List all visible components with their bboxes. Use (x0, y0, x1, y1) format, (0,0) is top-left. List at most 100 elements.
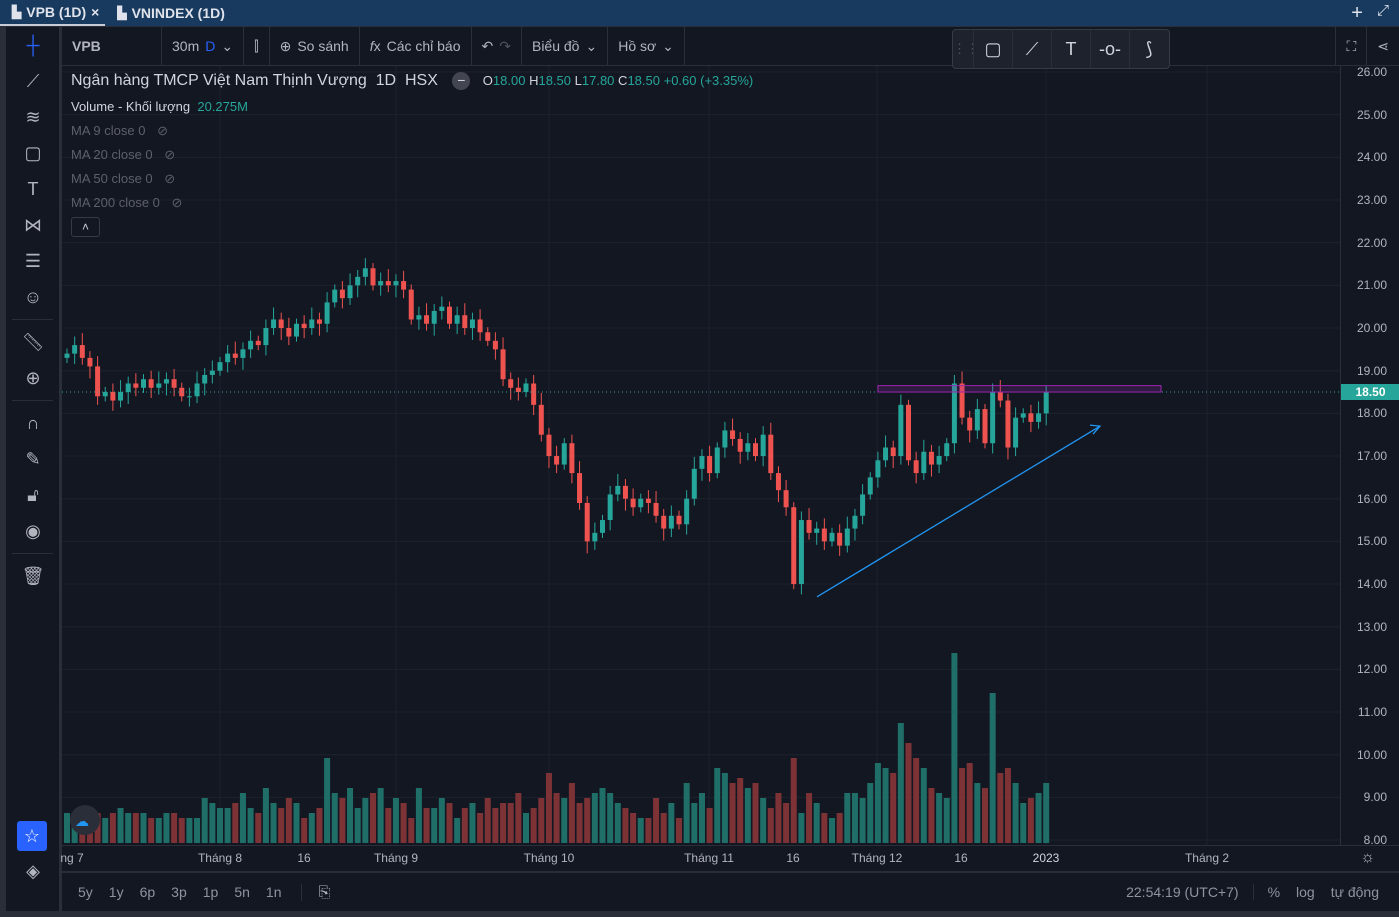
range-6p[interactable]: 6p (139, 884, 156, 900)
candle-body (454, 315, 460, 324)
trash-icon[interactable]: 🗑︎ (21, 565, 45, 586)
candle-body (546, 434, 552, 457)
volume-bar (859, 798, 866, 843)
pattern-icon[interactable]: ⋈ (24, 214, 42, 235)
volume-bar (920, 768, 927, 843)
candle-body (431, 310, 437, 324)
candle-body (110, 392, 116, 401)
time-axis[interactable]: ☼ ng 7 Tháng 8 16 Tháng 9 Tháng 10 Tháng 11 16… (60, 845, 1399, 871)
volume-bar (943, 798, 950, 843)
eye-icon[interactable]: ◉ (25, 520, 41, 541)
volume-bar (790, 758, 797, 843)
range-1p[interactable]: 1p (202, 884, 219, 900)
volume-bar (874, 763, 881, 843)
emoji-icon[interactable]: ☺ (23, 286, 43, 307)
candle-body (898, 404, 904, 457)
ma-legend[interactable]: MA 200 close 0 ⊘ (71, 195, 183, 210)
range-5y[interactable]: 5y (78, 884, 93, 900)
time-tick: Tháng 8 (197, 851, 243, 865)
log-toggle[interactable]: log (1296, 884, 1315, 900)
rectangle-icon[interactable]: ▢ (973, 30, 1012, 68)
fib-icon[interactable]: ≋ (25, 106, 41, 127)
trendline-icon[interactable]: ⟋ (26, 70, 40, 91)
undo-icon[interactable]: ↶ (481, 37, 494, 54)
lock-icon[interactable]: 🔓︎ (27, 484, 39, 505)
candle-body (783, 490, 789, 508)
hidden-eye-icon[interactable]: ⊘ (157, 123, 168, 138)
rectangle-icon[interactable]: ▢ (24, 142, 42, 163)
tab-vpb[interactable]: ▙ VPB (1D) × (0, 0, 106, 26)
candle-body (684, 498, 690, 525)
hidden-eye-icon[interactable]: ⊘ (171, 195, 183, 210)
watchlist-star-icon[interactable]: ☆ (17, 821, 47, 851)
ma-legend[interactable]: MA 9 close 0 ⊘ (71, 123, 168, 138)
volume-bar (132, 813, 139, 843)
fullscreen-icon[interactable]: ⛶ (1335, 26, 1368, 66)
redo-icon[interactable]: ↷ (499, 37, 511, 54)
candle-body (370, 268, 376, 286)
zoom-icon[interactable]: ⊕ (25, 367, 41, 388)
candle-body (339, 289, 345, 299)
ma-legend[interactable]: MA 20 close 0 ⊘ (71, 147, 176, 162)
volume-bar (568, 783, 575, 843)
layers-icon[interactable]: ◈ (26, 860, 40, 881)
goto-date-icon[interactable]: ⎘ (301, 883, 331, 901)
collapse-legend-button[interactable]: ˄ (71, 217, 100, 237)
volume-bar (599, 788, 606, 843)
percent-toggle[interactable]: % (1267, 884, 1281, 900)
crosshair-icon[interactable]: ┼ (26, 34, 40, 55)
volume-bar (530, 808, 537, 843)
volume-bar (997, 773, 1004, 843)
plus-circle-icon: ⊕ (279, 37, 292, 54)
settings-icon[interactable]: ☼ (1360, 849, 1375, 866)
compare-button[interactable]: ⊕ So sánh (270, 26, 360, 66)
volume-bar (454, 818, 461, 843)
interval-selector[interactable]: 30m D ⌄ (162, 26, 245, 66)
text-icon[interactable]: T (27, 178, 39, 199)
candle-body (661, 515, 667, 529)
chart-menu-button[interactable]: Biểu đồ ⌄ (522, 26, 609, 66)
auto-toggle[interactable]: tự động (1330, 884, 1379, 900)
volume-bar (209, 803, 216, 843)
ruler-icon[interactable]: 📏︎ (21, 331, 45, 352)
lock-drawing-icon[interactable]: ✎ (25, 448, 41, 469)
candle-body (653, 502, 659, 516)
hidden-eye-icon[interactable]: ⊘ (164, 171, 176, 186)
collapse-icon[interactable]: − (452, 72, 471, 90)
forecast-icon[interactable]: ☰ (24, 250, 42, 271)
text-icon[interactable]: T (1051, 30, 1090, 68)
range-5n[interactable]: 5n (234, 884, 250, 900)
range-1n[interactable]: 1n (265, 884, 282, 900)
profile-menu-button[interactable]: Hồ sơ ⌄ (608, 26, 685, 66)
range-1y[interactable]: 1y (108, 884, 124, 900)
chart-icon: ▙ (12, 5, 22, 19)
path-icon[interactable]: ⟆ (1129, 30, 1168, 68)
ma-legend[interactable]: MA 50 close 0 ⊘ (71, 171, 176, 186)
volume-bar (278, 808, 285, 843)
volume-bar (775, 793, 782, 843)
volume-bar (989, 693, 996, 843)
share-icon[interactable]: ⋖ (1377, 37, 1389, 54)
volume-bar (140, 813, 147, 843)
volume-bar (178, 818, 185, 843)
tab-vnindex[interactable]: ▙ VNINDEX (1D) (117, 5, 225, 21)
chart-area[interactable]: ☁ (62, 66, 1340, 845)
add-tab-icon[interactable]: + (1351, 2, 1363, 24)
indicators-button[interactable]: fx Các chỉ báo (360, 26, 472, 66)
symbol-search[interactable]: VPB (62, 26, 162, 66)
trendline-icon[interactable]: ⟋ (1012, 30, 1051, 68)
clock: 22:54:19 (UTC+7) (1126, 884, 1239, 900)
horizontal-line-icon[interactable]: -o- (1090, 30, 1129, 68)
candle-body (301, 323, 307, 329)
candles-style-icon[interactable]: ⫿ (244, 26, 270, 66)
magnet-icon[interactable]: ∩ (26, 412, 40, 433)
drag-handle-icon[interactable]: ⋮⋮ (953, 41, 979, 56)
hidden-eye-icon[interactable]: ⊘ (164, 147, 176, 162)
candle-body (1020, 413, 1026, 418)
price-chart[interactable]: ☁ (62, 66, 1340, 845)
expand-icon[interactable]: ⤢ (1376, 2, 1389, 19)
price-axis[interactable]: 26.00 25.00 24.00 23.00 22.00 21.00 20.00 19.00… (1340, 65, 1399, 847)
close-tab-icon[interactable]: × (91, 4, 100, 20)
volume-bar (660, 813, 667, 843)
range-3p[interactable]: 3p (171, 884, 187, 900)
